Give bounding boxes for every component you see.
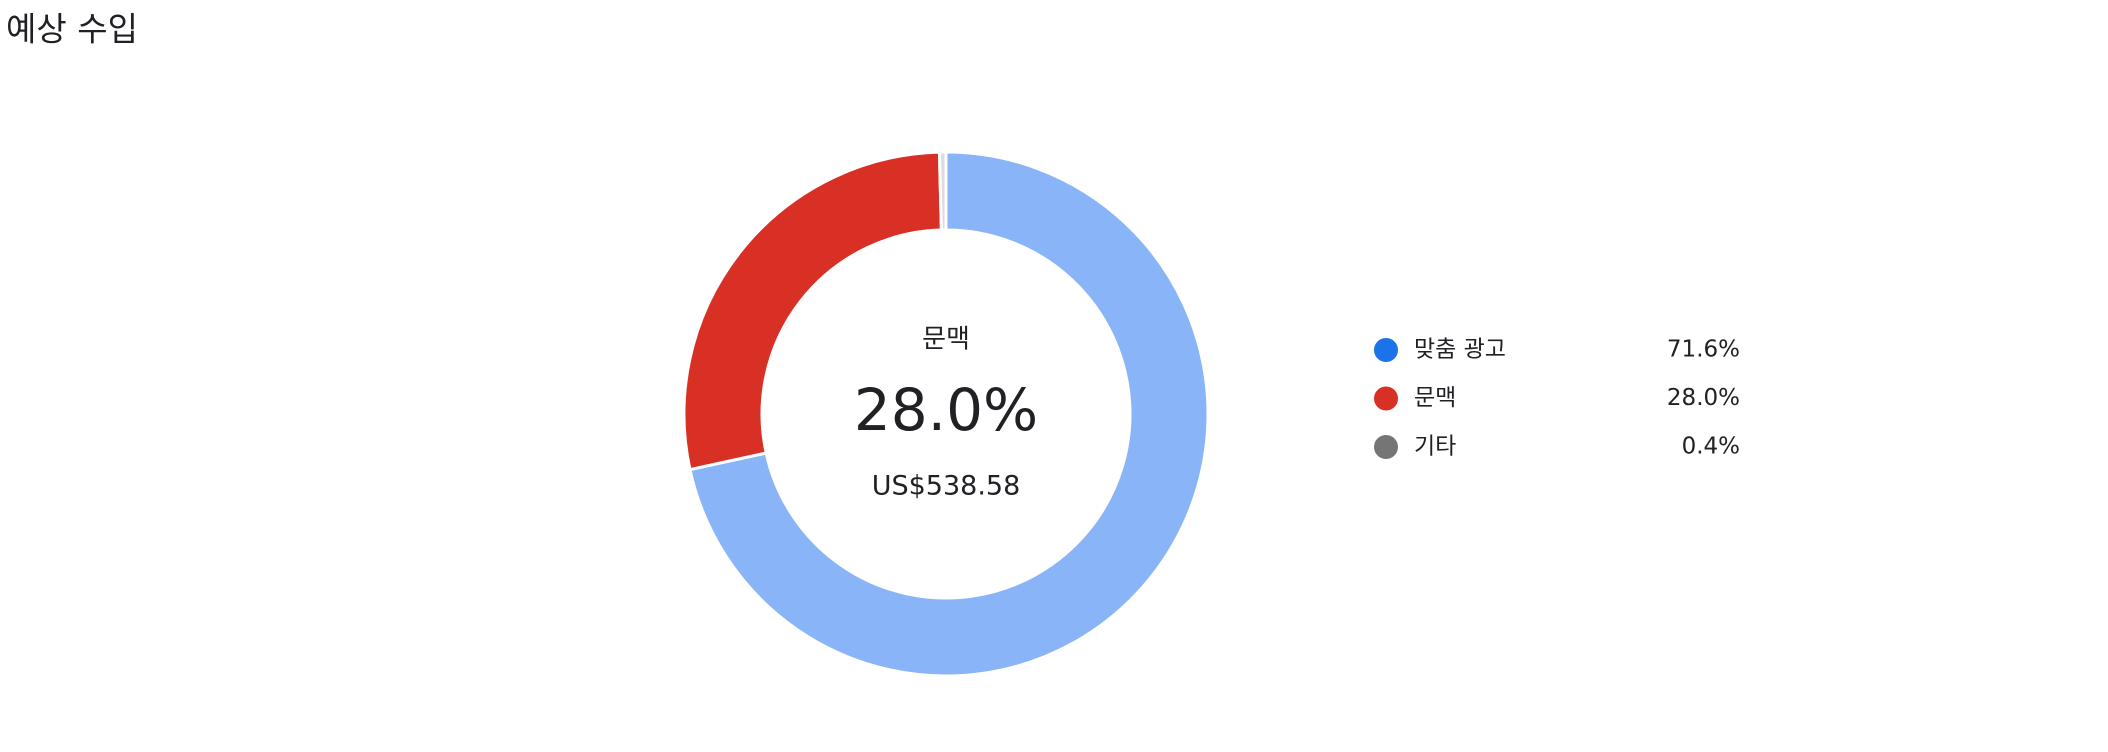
center-amount: US$538.58: [872, 471, 1021, 502]
legend-value: 28.0%: [1667, 385, 1740, 411]
slice: [682, 150, 943, 472]
center-value: 28.0%: [854, 376, 1038, 444]
legend-label: 기타: [1414, 434, 1456, 460]
legend-swatch: [1374, 386, 1398, 411]
legend-label: 문맥: [1414, 385, 1456, 411]
legend-value: 71.6%: [1667, 337, 1740, 363]
slice: [937, 150, 948, 232]
legend-value: 0.4%: [1682, 434, 1740, 460]
slice: [688, 150, 1210, 678]
center-label: 문맥: [922, 325, 970, 355]
legend-swatch: [1374, 435, 1398, 459]
legend-label: 맞춤 광고: [1414, 337, 1506, 363]
legend-swatch: [1374, 338, 1398, 362]
chart-title: 예상 수입: [6, 10, 138, 49]
